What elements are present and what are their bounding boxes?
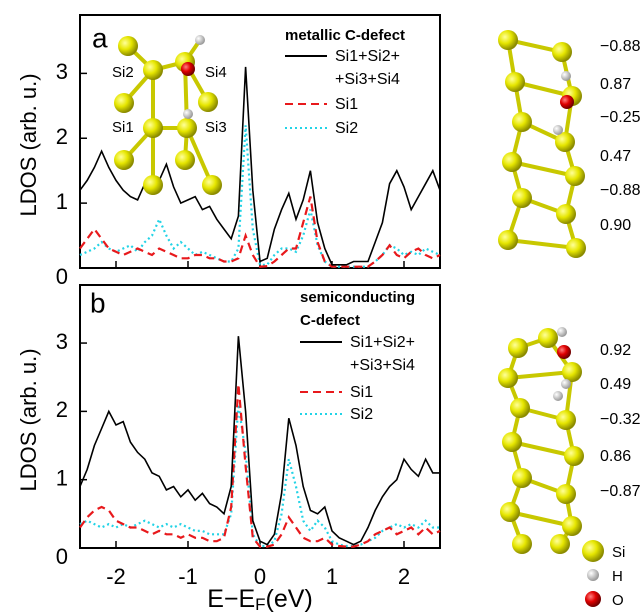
atom [565,166,585,186]
y-axis-label: LDOS (arb. u.) [16,73,41,216]
x-tick-label: 1 [326,564,338,589]
atom [566,238,586,258]
atom [114,93,134,113]
x-tick-label: 0 [254,564,266,589]
atom [181,62,195,76]
atom [502,152,522,172]
atom [550,534,570,554]
inset-label: Si2 [112,64,134,81]
x-axis-label: E−EF(eV) [207,585,313,615]
y-tick-label: 1 [56,466,68,491]
atom [143,60,163,80]
atom [512,112,532,132]
atom-charge: 0.90 [600,217,631,234]
atom [512,534,532,554]
legend-title: metallic C-defect [285,24,405,47]
y-tick-label: 2 [56,124,68,149]
atom [512,188,532,208]
atom [195,35,205,45]
atom [552,42,572,62]
atom [557,327,567,337]
atom-charge: 0.47 [600,148,631,165]
y-tick-label: 0 [56,264,68,289]
atom [143,118,163,138]
atom [553,391,563,401]
atom-charge: −0.87 [600,483,641,500]
atom [556,484,576,504]
x-tick-label: -2 [106,564,126,589]
atom [177,118,197,138]
atom [502,432,522,452]
atom [510,398,530,418]
y-axis-label: LDOS (arb. u.) [16,348,41,491]
atom [202,175,222,195]
x-axis-label-part: F [255,595,265,614]
key-label: H [612,568,623,585]
atom [505,72,525,92]
atom [175,150,195,170]
key-atom [585,591,601,607]
atom-charge: −0.88 [600,182,641,199]
atom-charge: −0.88 [600,38,641,55]
atom [561,379,571,389]
x-axis-label-part: E−E [207,585,255,613]
atom [512,468,532,488]
panel-label: b [90,287,106,318]
atom [114,150,134,170]
inset-label: Si3 [205,119,227,136]
atom [508,338,528,358]
atom [500,502,520,522]
atom [538,328,558,348]
key-label: O [612,592,624,609]
legend-label: Si2 [350,403,373,426]
x-tick-label: -1 [178,564,198,589]
legend-label: Si1 [335,93,358,116]
atom [561,71,571,81]
series-line [80,405,440,547]
inset-label: Si1 [112,119,134,136]
y-tick-label: 1 [56,189,68,214]
atom [564,446,584,466]
atom [198,92,218,112]
atom [498,30,518,50]
legend-title: semiconducting C-defect [300,286,415,332]
key-atom [582,540,604,562]
key-atom [587,569,599,581]
atom [498,368,518,388]
atom [556,410,576,430]
series-line [80,67,440,265]
y-tick-label: 0 [56,544,68,569]
atom [118,36,138,56]
atom-charge: 0.49 [600,376,631,393]
atom [143,175,163,195]
atom [183,109,193,119]
atom [557,345,571,359]
atom-charge: −0.32 [600,411,641,428]
y-tick-label: 2 [56,397,68,422]
atom [562,516,582,536]
atom-charge: 0.87 [600,76,631,93]
atom-charge: 0.92 [600,342,631,359]
atom [553,125,563,135]
inset-label: Si4 [205,64,227,81]
y-tick-label: 3 [56,59,68,84]
atom-charge: −0.25 [600,109,641,126]
legend-label: Si1 [350,381,373,404]
atom [562,362,582,382]
figure: 0 1 2 3 LDOS (arb. u.) a −0.88 0.87 −0.25 0.47 −0.… [0,0,641,616]
atom [560,95,574,109]
atom [556,204,576,224]
legend-label: Si2 [335,117,358,140]
atom [498,230,518,250]
bond [508,240,576,248]
panel-label: a [92,22,108,53]
key-label: Si [612,544,625,561]
y-tick-label: 3 [56,329,68,354]
series-line [80,384,440,546]
x-axis-label-part: (eV) [266,585,313,613]
legend-label: Si1+Si2+ +Si3+Si4 [335,45,400,91]
legend-label: Si1+Si2+ +Si3+Si4 [350,331,415,377]
atom-charge: 0.86 [600,448,631,465]
x-tick-label: 2 [398,564,410,589]
